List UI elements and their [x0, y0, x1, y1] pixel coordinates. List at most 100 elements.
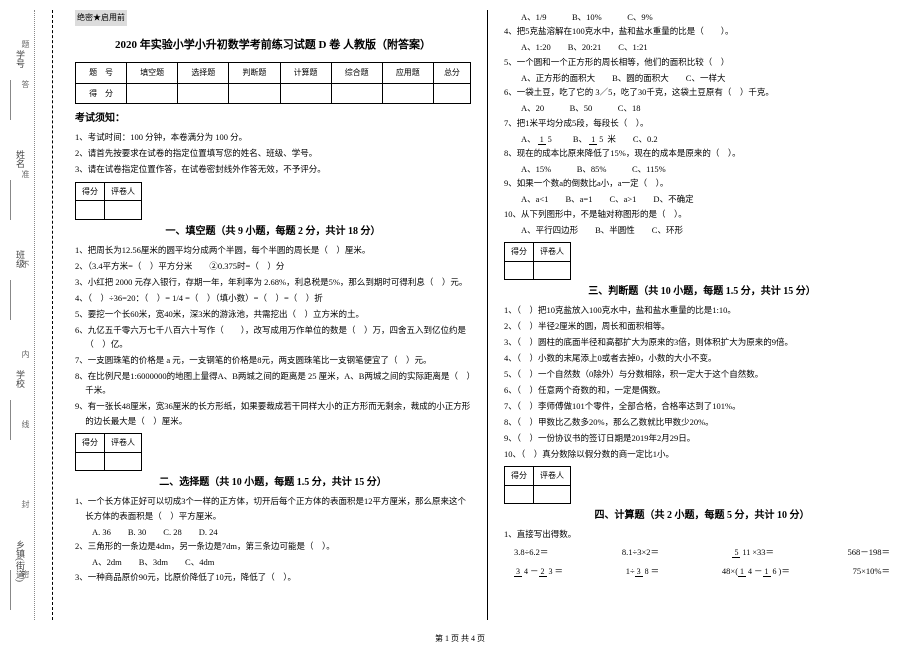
section-2-title: 二、选择题（共 10 小题，每题 1.5 分，共计 15 分）: [75, 474, 471, 491]
list-item: 3、（ ）圆柱的底面半径和高都扩大为原来的3倍，则体积扩大为原来的9倍。: [504, 335, 900, 349]
margin-underline: [10, 570, 11, 610]
calc-row: 34－23＝1÷38＝48×(14－16)＝75×10%＝: [504, 562, 900, 580]
option-row: A、正方形的面积大 B、圆的面积大 C、一样大: [504, 71, 900, 85]
fraction: 15: [589, 136, 605, 144]
list-item: 2、（3.4平方米=（ ）平方分米 ②0.375时=（ ）分: [75, 259, 471, 273]
list-item: 9、有一张长48厘米，宽36厘米的长方形纸，如果要裁成若干同样大小的正方形而无剩…: [75, 399, 471, 428]
question-item: 6、一袋土豆，吃了它的 3／5，吃了30千克，这袋土豆原有（ ）千克。: [504, 85, 900, 99]
fraction: 23: [539, 568, 555, 576]
question-item: 7、把1米平均分成5段，每段长（ ）。: [504, 116, 900, 130]
list-item: 8、（ ）甲数比乙数多20%，那么乙数就比甲数少20%。: [504, 415, 900, 429]
seal-text: 准: [20, 170, 31, 178]
margin-field: 姓名: [14, 150, 27, 168]
option-row: A. 36 B. 30 C. 28 D. 24: [75, 525, 471, 539]
option-row: A、20 B、50 C、18: [504, 101, 900, 115]
option-row: A、 15 B、 15 米 C、0.2: [504, 132, 900, 146]
seal-text: 题: [20, 40, 31, 48]
list-item: 1、把周长为12.56厘米的圆平均分成两个半圆，每个半圆的周长是（ ）厘米。: [75, 243, 471, 257]
question-item: 10、从下列图形中，不是轴对称图形的是（ ）。: [504, 207, 900, 221]
calc-expr: 1÷38＝: [626, 564, 659, 578]
score-summary-table: 题 号填空题选择题判断题计算题综合题应用题总分 得 分: [75, 62, 471, 104]
option-row: A、平行四边形 B、半圆性 C、环形: [504, 223, 900, 237]
margin-underline: [10, 280, 11, 320]
margin-underline: [10, 400, 11, 440]
grader-box: 得分评卷人: [504, 466, 571, 504]
score-col: 应用题: [382, 63, 433, 84]
question-item: 2、三角形的一条边是4dm，另一条边是7dm，第三条边可能是（ ）。: [75, 539, 471, 553]
margin-underline: [10, 180, 11, 220]
seal-text: 不: [20, 260, 31, 268]
section-1-title: 一、填空题（共 9 小题，每题 2 分，共计 18 分）: [75, 223, 471, 240]
grader-box: 得分评卷人: [75, 433, 142, 471]
list-item: 7、（ ）李师傅做101个零件，全部合格，合格率达到了101%。: [504, 399, 900, 413]
section-3-title: 三、判断题（共 10 小题，每题 1.5 分，共计 15 分）: [504, 283, 900, 300]
score-col: 综合题: [331, 63, 382, 84]
score-col: 选择题: [178, 63, 229, 84]
calc-expr: 568－198＝: [847, 545, 890, 559]
calc-lead: 1、直接写出得数。: [504, 527, 900, 541]
seal-text: 线: [20, 420, 31, 428]
notice-heading: 考试须知：: [75, 110, 471, 127]
column-separator: [487, 10, 488, 620]
fraction: 38: [635, 568, 651, 576]
list-item: 9、（ ）一份协议书的签订日期是2019年2月29日。: [504, 431, 900, 445]
score-col: 判断题: [229, 63, 280, 84]
score-col: 填空题: [127, 63, 178, 84]
bind-line: [34, 10, 35, 620]
page-content: 绝密★启用前 2020 年实验小学小升初数学考前练习试题 D 卷 人教版（附答案…: [75, 10, 900, 620]
list-item: 10、（ ）真分数除以假分数的商一定比1小。: [504, 447, 900, 461]
calc-expr: 3.8÷6.2＝: [514, 545, 548, 559]
option-row: A、1:20 B、20:21 C、1:21: [504, 40, 900, 54]
fraction: 511: [732, 549, 752, 557]
list-item: 7、一支圆珠笔的价格是 a 元，一支钢笔的价格是8元，两支圆珠笔比一支钢笔便宜了…: [75, 353, 471, 367]
list-item: 1、（ ）把10克盐放入100克水中，盐和盐水重量的比是1:10。: [504, 303, 900, 317]
list-item: 2、（ ）半径2厘米的圆，周长和面积相等。: [504, 319, 900, 333]
margin-underline: [10, 80, 11, 120]
left-column: 绝密★启用前 2020 年实验小学小升初数学考前练习试题 D 卷 人教版（附答案…: [75, 10, 471, 620]
list-item: 8、在比例尺是1:6000000的地图上量得A、B两城之间的距离是 25 厘米，…: [75, 369, 471, 398]
option-row: A、a<1 B、a=1 C、a>1 D、不确定: [504, 192, 900, 206]
calc-expr: 8.1÷3×2＝: [622, 545, 659, 559]
question-item: 8、现在的成本比原来降低了15%，现在的成本是原来的（ ）。: [504, 146, 900, 160]
right-column: A、1/9 B、10% C、9% 4、把5克盐溶解在100克水中，盐和盐水重量的…: [504, 10, 900, 620]
option-row: A、2dm B、3dm C、4dm: [75, 555, 471, 569]
seal-text: 密: [20, 570, 31, 578]
question-item: 9、如果一个数a的倒数比a小，a一定（ ）。: [504, 176, 900, 190]
list-item: 3、小红把 2000 元存入银行，存期一年，年利率为 2.68%，利息税是5%，…: [75, 275, 471, 289]
score-col: 总分: [433, 63, 470, 84]
calc-expr: 34－23＝: [514, 564, 563, 578]
margin-field: 学号: [14, 50, 27, 68]
table-row: 得 分: [76, 83, 471, 104]
seal-line: [52, 10, 53, 620]
fraction: 34: [514, 568, 530, 576]
list-item: 4、（ ）小数的末尾添上0或者去掉0，小数的大小不变。: [504, 351, 900, 365]
list-item: 5、（ ）一个自然数（0除外）与分数相除，积一定大于这个自然数。: [504, 367, 900, 381]
seal-text: 内: [20, 350, 31, 358]
page-footer: 第 1 页 共 4 页: [0, 633, 920, 644]
fraction: 16: [763, 568, 779, 576]
table-row: 题 号填空题选择题判断题计算题综合题应用题总分: [76, 63, 471, 84]
calc-expr: 75×10%＝: [853, 564, 890, 578]
secret-badge: 绝密★启用前: [75, 10, 127, 26]
score-label: 得 分: [76, 83, 127, 104]
score-col: 计算题: [280, 63, 331, 84]
question-item: 4、把5克盐溶解在100克水中，盐和盐水重量的比是（ ）。: [504, 24, 900, 38]
option-row: A、1/9 B、10% C、9%: [504, 10, 900, 24]
paper-title: 2020 年实验小学小升初数学考前练习试题 D 卷 人教版（附答案）: [75, 36, 471, 55]
question-item: 3、一种商品原价90元，比原价降低了10元，降低了（ ）。: [75, 570, 471, 584]
list-item: 6、九亿五千零六万七千八百六十写作（ ），改写成用万作单位的数是（ ）万，四舍五…: [75, 323, 471, 352]
fraction: 15: [538, 136, 554, 144]
list-item: 5、要挖一个长60米，宽40米，深3米的游泳池，共需挖出（ ）立方米的土。: [75, 307, 471, 321]
grader-box: 得分评卷人: [504, 242, 571, 280]
question-item: 5、一个圆和一个正方形的周长相等，他们的面积比较（ ）: [504, 55, 900, 69]
seal-text: 答: [20, 80, 31, 88]
option-row: A、15% B、85% C、115%: [504, 162, 900, 176]
calc-expr: 511×33＝: [732, 545, 774, 559]
binding-margin: 学号姓名班级学校乡镇(街道) 题答准不内线封密: [0, 0, 70, 650]
score-col: 题 号: [76, 63, 127, 84]
seal-text: 封: [20, 500, 31, 508]
margin-field: 学校: [14, 370, 27, 388]
list-item: 6、（ ）任意两个奇数的和，一定是偶数。: [504, 383, 900, 397]
list-item: 2、请首先按要求在试卷的指定位置填写您的姓名、班级、学号。: [75, 146, 471, 160]
list-item: 3、请在试卷指定位置作答，在试卷密封线外作答无效，不予评分。: [75, 162, 471, 176]
